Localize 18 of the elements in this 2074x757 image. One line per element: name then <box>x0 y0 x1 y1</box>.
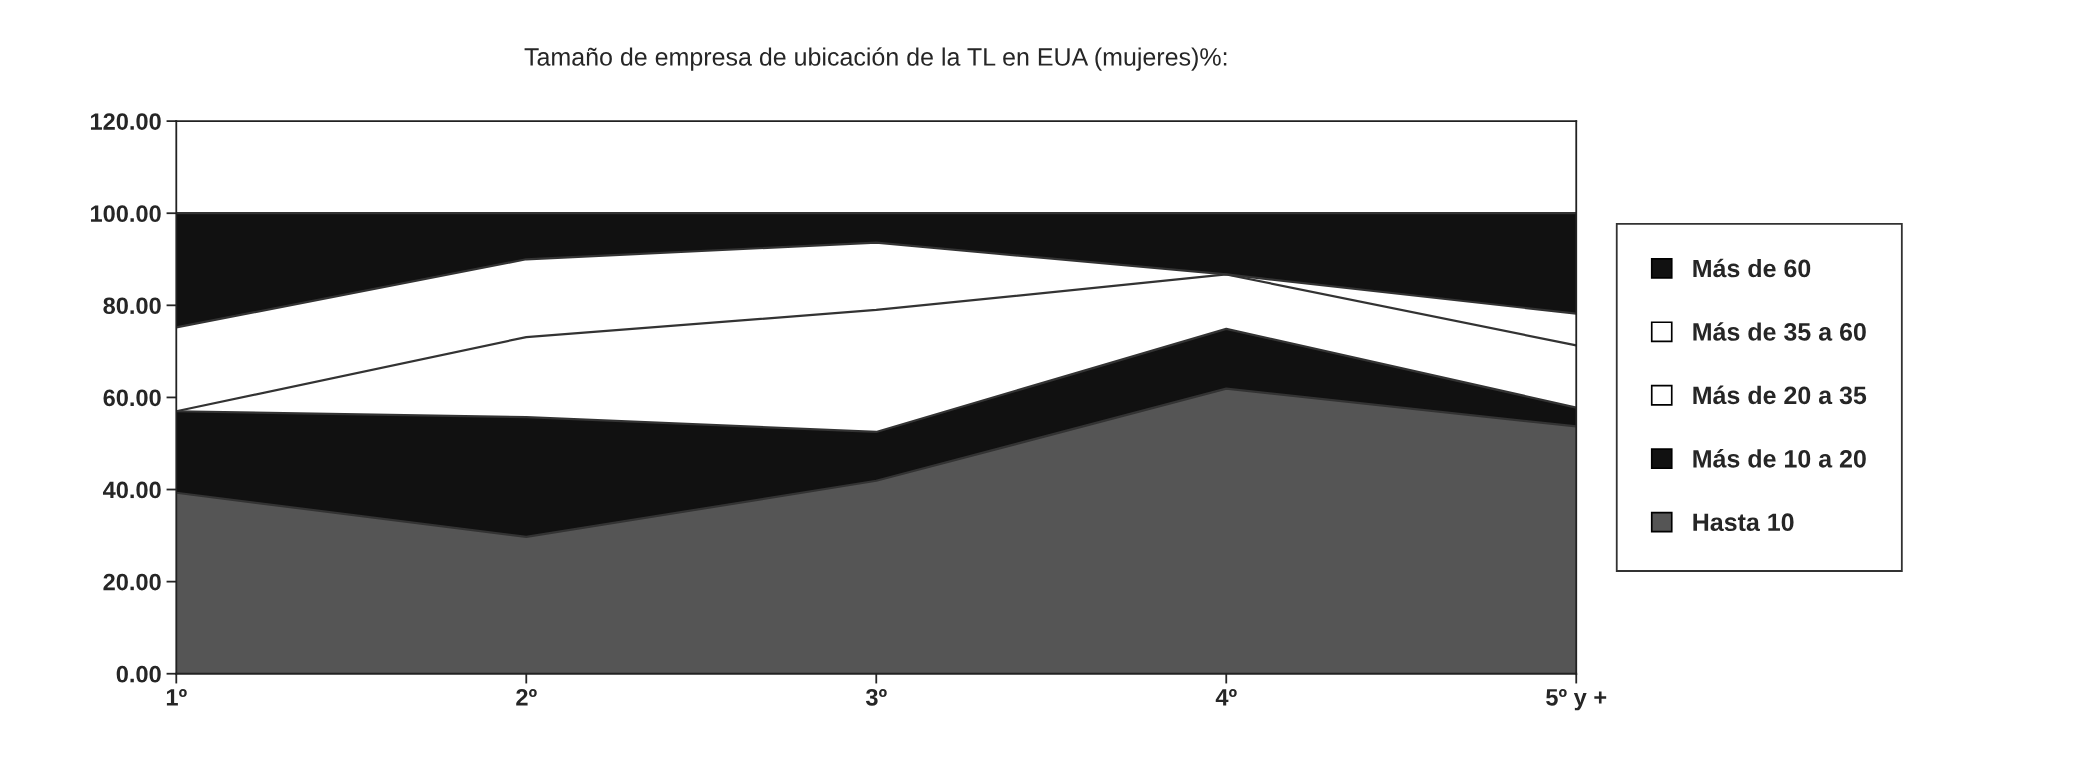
x-tick-label: 2º <box>516 688 537 706</box>
y-tick-label: 120.00 <box>90 113 161 130</box>
legend-label: Más de 60 <box>1693 258 1811 278</box>
y-tick-label: 60.00 <box>103 389 161 407</box>
y-tick-label: 40.00 <box>102 481 161 499</box>
text: Más de 35 a 60 <box>1693 322 1866 341</box>
y-tick-label: 80.00 <box>103 297 161 315</box>
y-tick-label: 20.00 <box>103 573 161 591</box>
text: Más de 20 a 35 <box>1693 385 1867 405</box>
legend-label: Más de 10 a 20 <box>1693 449 1866 468</box>
x-tick-label: 1º <box>166 689 187 706</box>
legend-label: Hasta 10 <box>1693 513 1794 532</box>
y-tick-label: 0.00 <box>116 665 161 683</box>
x-tick-label: 5º y + <box>1546 689 1607 711</box>
x-tick-label: 4º <box>1215 689 1237 706</box>
y-tick-label: 100.00 <box>90 205 161 223</box>
x-tick-label: 3º <box>865 688 887 706</box>
chart-title: Tamaño de empresa de ubicación de la TL en EUA (mujeres)%: <box>524 47 1227 71</box>
